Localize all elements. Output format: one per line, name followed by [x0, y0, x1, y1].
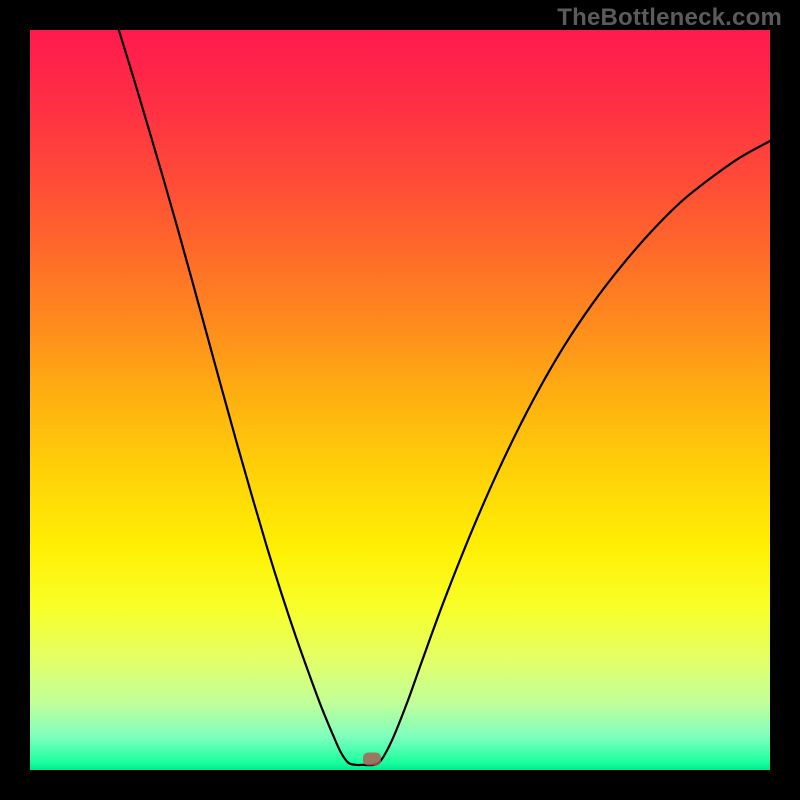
- chart-container: TheBottleneck.com: [0, 0, 800, 800]
- plot-area: [30, 30, 770, 770]
- watermark-text: TheBottleneck.com: [557, 4, 782, 32]
- optimum-marker: [363, 752, 381, 765]
